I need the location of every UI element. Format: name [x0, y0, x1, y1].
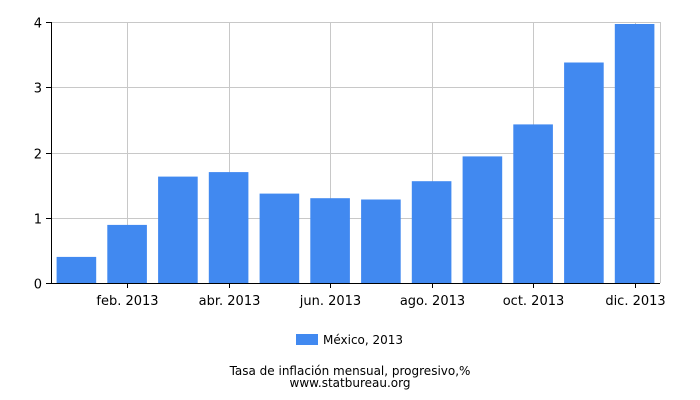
x-tick-label: abr. 2013	[199, 294, 261, 309]
chart-caption: Tasa de inflación mensual, progresivo,%	[229, 364, 471, 378]
x-tick-label: feb. 2013	[96, 294, 158, 309]
bar	[361, 199, 401, 283]
bar	[310, 198, 350, 283]
bar	[208, 172, 249, 283]
legend-swatch	[296, 334, 318, 345]
y-tick-label: 4	[34, 17, 42, 32]
x-tick-label: ago. 2013	[400, 294, 465, 309]
x-tick-label: dic. 2013	[605, 294, 665, 309]
y-tick-label: 1	[34, 213, 42, 228]
bars	[56, 24, 655, 284]
bar	[56, 256, 97, 283]
x-tick-label: oct. 2013	[503, 294, 565, 309]
bar	[259, 193, 300, 283]
bar	[513, 124, 553, 284]
bar	[411, 181, 452, 283]
y-tick-label: 0	[34, 278, 42, 293]
axes	[51, 22, 660, 284]
x-axis-ticks: feb. 2013 abr. 2013 jun. 2013 ago. 2013 oct.…	[96, 283, 666, 309]
bar	[564, 62, 604, 283]
legend: México, 2013	[296, 333, 403, 347]
bar	[107, 224, 147, 283]
source-url: www.statbureau.org	[290, 376, 411, 390]
bar	[158, 176, 198, 283]
y-tick-label: 3	[34, 82, 42, 97]
legend-label: México, 2013	[323, 333, 403, 347]
y-tick-label: 2	[34, 148, 42, 163]
x-tick-label: jun. 2013	[299, 294, 361, 309]
bar	[462, 156, 503, 283]
y-axis-ticks: 0 1 2 3 4	[34, 17, 51, 293]
bar	[614, 24, 655, 283]
